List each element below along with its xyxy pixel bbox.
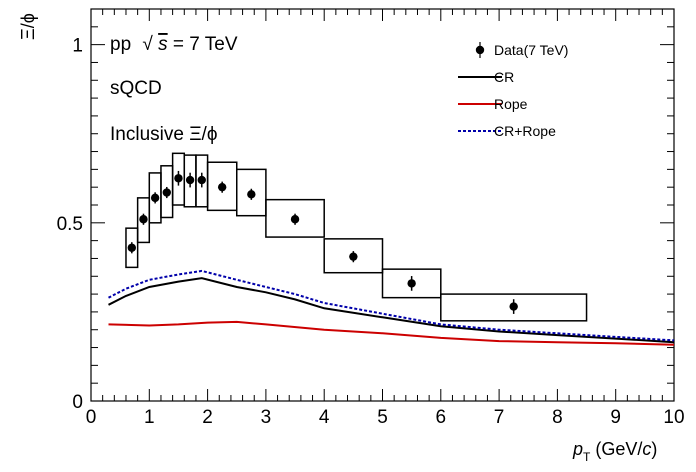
x-tick-label: 5 [377, 407, 388, 428]
model-curves [108, 269, 675, 346]
x-tick-label: 6 [436, 407, 447, 428]
x-tick-label: 9 [610, 407, 621, 428]
syst-box [125, 227, 139, 269]
data-point [290, 215, 300, 224]
x-tick-label: 10 [663, 407, 684, 428]
legend-marker-data [475, 45, 485, 55]
x-axis-ticks: 0 1 2 3 4 5 6 7 8 9 10 [86, 9, 685, 428]
annotation-system: pp √ s = 7 TeV [110, 34, 238, 55]
data-point [162, 188, 171, 197]
data-point [150, 193, 160, 203]
annotation-inclusive: Inclusive Ξ/ϕ [110, 124, 217, 145]
data-point [139, 215, 148, 224]
x-tick-label: 3 [261, 407, 272, 428]
data-point [185, 175, 195, 185]
curve-crrope [108, 269, 675, 342]
syst-box [236, 168, 267, 217]
data-point [197, 175, 206, 185]
syst-box [265, 198, 325, 238]
x-tick-label: 2 [202, 407, 213, 428]
legend-label-cr: CR [494, 69, 514, 85]
data-point [247, 190, 256, 199]
data-points [127, 170, 518, 314]
syst-box [323, 238, 384, 274]
y-tick-label: 0.5 [57, 214, 83, 235]
legend-label-rope: Rope [494, 96, 528, 112]
y-axis-ticks: 00.51 [57, 8, 674, 413]
x-tick-label: 7 [494, 407, 505, 428]
curve-cr [108, 277, 675, 344]
x-tick-label: 8 [552, 407, 563, 428]
x-tick-label: 1 [144, 407, 155, 428]
x-tick-label: 0 [86, 407, 97, 428]
data-point [407, 279, 416, 288]
systematic-error-boxes [125, 152, 588, 322]
data-point [217, 182, 227, 192]
curve-rope [108, 320, 675, 346]
data-point [174, 174, 183, 183]
legend: Data(7 TeV) CR Rope CR+Rope [458, 42, 568, 139]
y-tick-label: 0 [72, 392, 83, 413]
x-axis-title: pT (GeV/c) [572, 439, 657, 464]
y-axis-title: Ξ/ϕ [18, 13, 38, 40]
x-tick-label: 4 [319, 407, 330, 428]
legend-label-crrope: CR+Rope [494, 123, 556, 139]
syst-box [381, 268, 442, 299]
annotation-model: sQCD [110, 78, 162, 99]
y-tick-label: 1 [72, 36, 83, 57]
data-point [509, 302, 518, 311]
data-point [127, 243, 137, 252]
syst-box [440, 293, 588, 322]
legend-label-data: Data(7 TeV) [494, 42, 568, 58]
data-point [349, 252, 358, 261]
